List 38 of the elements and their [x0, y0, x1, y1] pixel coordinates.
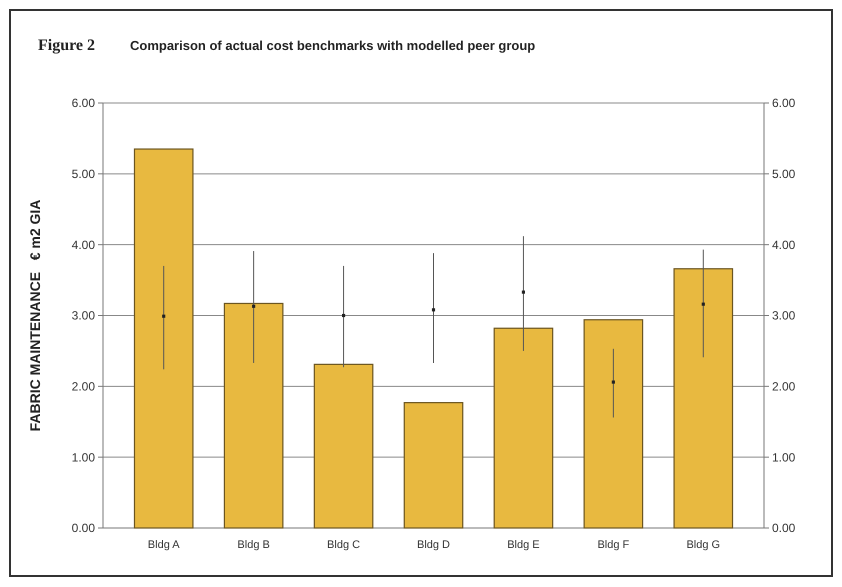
x-tick-label: Bldg C [327, 539, 360, 551]
y-tick-label: 2.00 [72, 380, 96, 394]
x-tick-label: Bldg F [597, 539, 630, 551]
x-tick-label: Bldg D [416, 539, 450, 551]
bar [224, 302, 284, 529]
bar [584, 319, 644, 529]
y2-tick-label: 0.00 [772, 521, 796, 536]
y2-tick-label: 2.00 [772, 380, 796, 394]
y2-tick-label: 5.00 [772, 167, 796, 182]
y-tick-label: 6.00 [72, 96, 96, 110]
y2-tick-label: 6.00 [772, 96, 796, 110]
bar [404, 402, 464, 529]
point [162, 314, 166, 318]
x-tick-label: Bldg G [686, 539, 720, 551]
y2-tick-label: 3.00 [772, 308, 796, 323]
y-tick-label: 1.00 [72, 450, 96, 464]
point [342, 314, 346, 318]
point [702, 302, 705, 306]
caption: Figure 2 [38, 37, 96, 54]
x-tick-label: Bldg B [237, 539, 270, 551]
y-axis-title: FABRIC MAINTENANCE € m2 GIA [27, 200, 43, 432]
point [252, 304, 256, 308]
y-tick-label: 0.00 [72, 521, 96, 536]
point [612, 380, 615, 384]
y2-tick-label: 1.00 [772, 450, 796, 464]
x-tick-label: Bldg E [507, 539, 540, 551]
chart-title: Comparison of actual cost benchmarks with modelled peer group [130, 38, 536, 53]
bar [673, 268, 734, 529]
bar [494, 328, 554, 529]
y-tick-label: 4.00 [72, 238, 96, 252]
y2-tick-label: 4.00 [772, 238, 796, 252]
bar [134, 148, 194, 529]
y-tick-label: 3.00 [72, 308, 96, 323]
point [522, 290, 526, 294]
x-tick-label: Bldg A [148, 539, 180, 551]
bar [314, 364, 374, 529]
point [432, 308, 436, 312]
y-tick-label: 5.00 [72, 167, 96, 182]
